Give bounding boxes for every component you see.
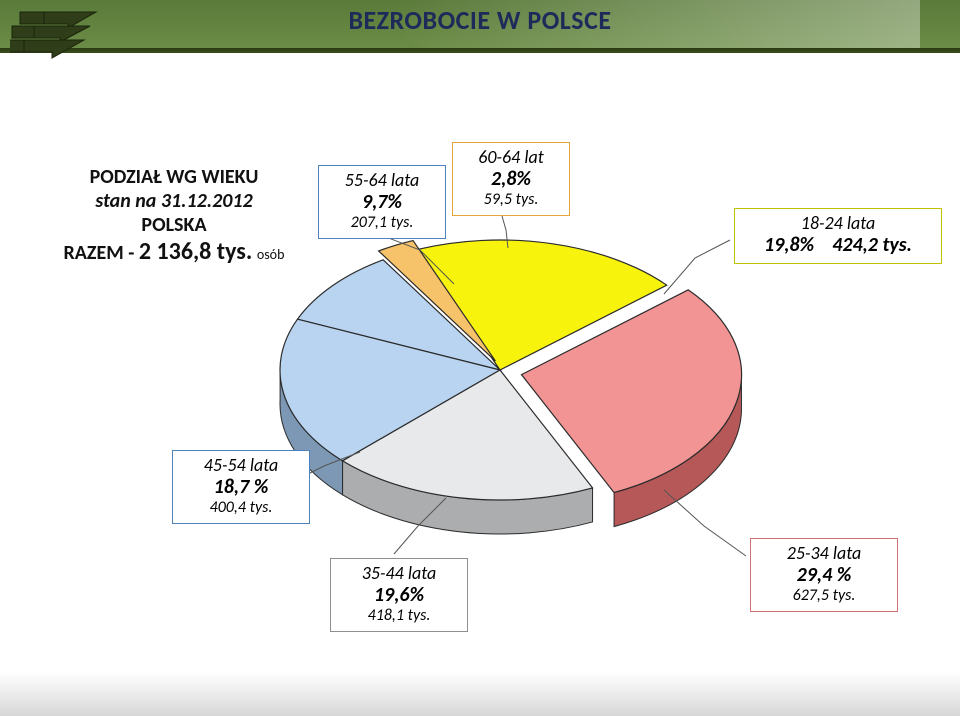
label-18-24-pct: 19,8% [764,233,814,257]
info-line4-value: 2 136,8 tys. [139,237,252,266]
label-18-24-abs: 424,2 tys. [832,233,912,257]
label-45-54: 45-54 lata 18,7 % 400,4 tys. [172,450,310,524]
label-45-54-abs: 400,4 tys. [181,499,301,517]
label-55-64-title: 55-64 lata [327,170,437,191]
label-35-44-title: 35-44 lata [339,563,459,584]
label-18-24-title: 18-24 lata [743,213,933,234]
chart-area: PODZIAŁ WG WIEKU stan na 31.12.2012 POLS… [0,60,960,700]
label-25-34-abs: 627,5 tys. [759,587,889,605]
label-35-44-abs: 418,1 tys. [339,607,459,625]
info-line4-prefix: RAZEM - [64,241,135,265]
info-line3: POLSKA [44,213,304,237]
label-45-54-title: 45-54 lata [181,455,301,476]
label-60-64: 60-64 lat 2,8% 59,5 tys. [452,142,570,216]
page: BEZROBOCIE W POLSCE PODZIAŁ WG WIEKU sta… [0,0,960,716]
label-35-44: 35-44 lata 19,6% 418,1 tys. [330,558,468,632]
info-line2: stan na 31.12.2012 [44,189,304,213]
header-rule [0,48,960,53]
label-25-34-pct: 29,4 % [759,564,889,587]
label-60-64-abs: 59,5 tys. [461,191,561,209]
label-18-24-values: 19,8% 424,2 tys. [743,234,933,257]
label-45-54-pct: 18,7 % [181,476,301,499]
label-18-24: 18-24 lata 19,8% 424,2 tys. [734,208,942,264]
label-60-64-title: 60-64 lat [461,147,561,168]
label-55-64-pct: 9,7% [327,191,437,214]
label-60-64-pct: 2,8% [461,168,561,191]
info-block: PODZIAŁ WG WIEKU stan na 31.12.2012 POLS… [44,165,304,266]
label-25-34-title: 25-34 lata [759,543,889,564]
label-35-44-pct: 19,6% [339,584,459,607]
page-title: BEZROBOCIE W POLSCE [0,4,960,36]
label-55-64: 55-64 lata 9,7% 207,1 tys. [318,165,446,239]
label-55-64-abs: 207,1 tys. [327,214,437,232]
label-25-34: 25-34 lata 29,4 % 627,5 tys. [750,538,898,612]
arrow-logo [10,6,120,66]
info-line4: RAZEM - 2 136,8 tys. osób [44,237,304,266]
info-line1: PODZIAŁ WG WIEKU [44,165,304,189]
